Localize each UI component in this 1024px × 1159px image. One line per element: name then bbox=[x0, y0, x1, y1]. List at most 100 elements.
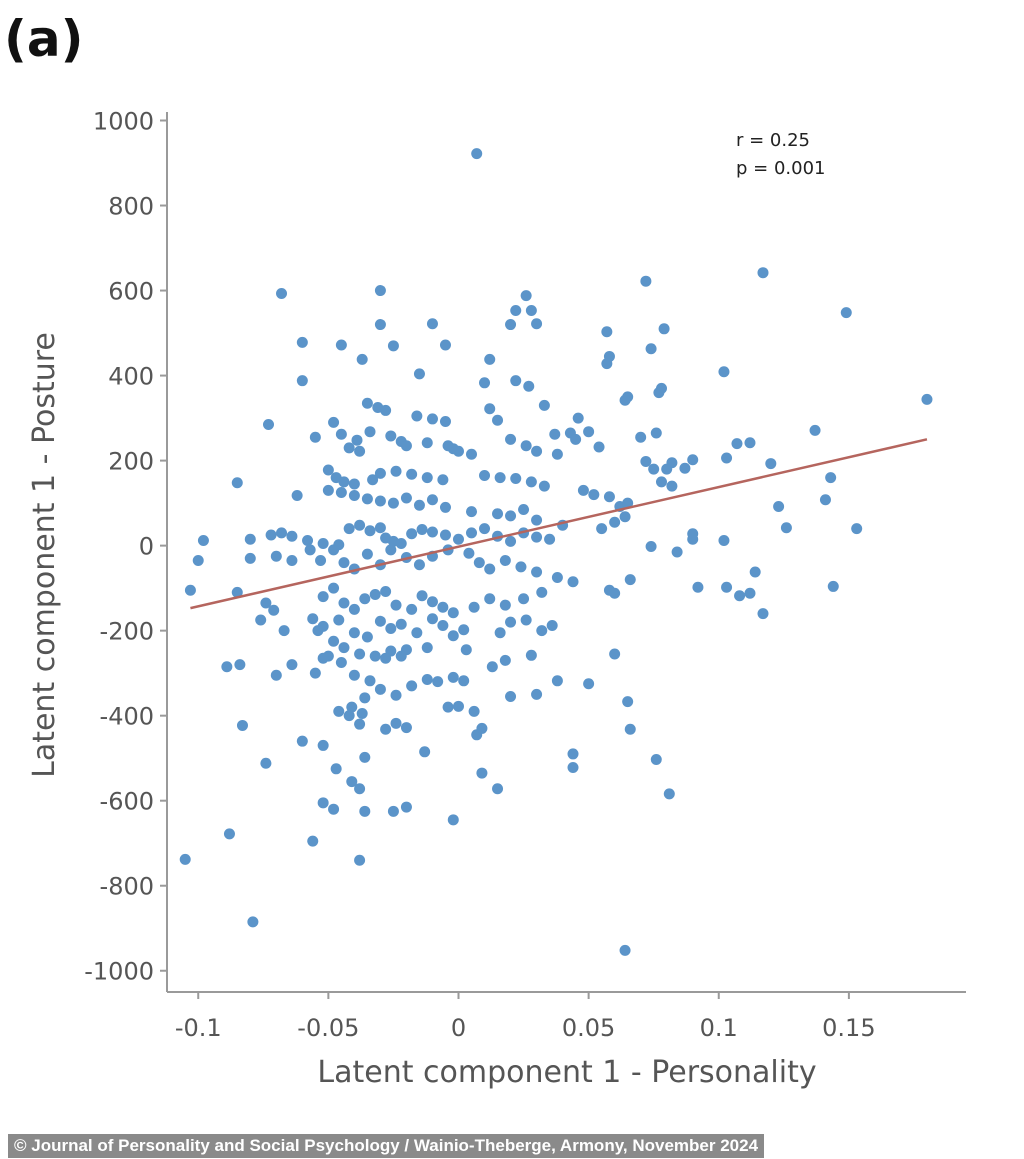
data-point bbox=[387, 340, 399, 352]
data-point bbox=[426, 526, 438, 538]
data-point bbox=[510, 375, 522, 387]
data-point bbox=[426, 318, 438, 330]
data-point bbox=[567, 762, 579, 774]
data-point bbox=[421, 472, 433, 484]
x-tick-label: 0.15 bbox=[822, 1014, 875, 1042]
data-point bbox=[458, 624, 470, 636]
data-point bbox=[395, 650, 407, 662]
data-point bbox=[309, 431, 321, 443]
data-point bbox=[354, 718, 366, 730]
data-point bbox=[655, 476, 667, 488]
data-point bbox=[421, 674, 433, 686]
data-point bbox=[447, 630, 459, 642]
data-point bbox=[687, 528, 699, 540]
data-point bbox=[413, 368, 425, 380]
data-point bbox=[367, 474, 379, 486]
data-point bbox=[468, 705, 480, 717]
data-point bbox=[400, 722, 412, 734]
data-point bbox=[551, 448, 563, 460]
data-point bbox=[523, 380, 535, 392]
data-point bbox=[505, 319, 517, 331]
data-point bbox=[593, 441, 605, 453]
data-point bbox=[369, 589, 381, 601]
data-point bbox=[460, 644, 472, 656]
data-point bbox=[317, 652, 329, 664]
data-point bbox=[270, 550, 282, 562]
annotation-p: p = 0.001 bbox=[736, 158, 825, 179]
data-point bbox=[348, 603, 360, 615]
data-point bbox=[296, 735, 308, 747]
data-point bbox=[609, 648, 621, 660]
data-point bbox=[570, 433, 582, 445]
data-point bbox=[328, 544, 340, 556]
data-point bbox=[572, 412, 584, 424]
data-point bbox=[476, 767, 488, 779]
data-point bbox=[505, 535, 517, 547]
data-point bbox=[505, 616, 517, 628]
data-point bbox=[400, 801, 412, 813]
data-point bbox=[328, 635, 340, 647]
data-point bbox=[531, 445, 543, 457]
data-point bbox=[354, 648, 366, 660]
data-point bbox=[640, 275, 652, 287]
data-point bbox=[426, 413, 438, 425]
y-tick-label: 600 bbox=[108, 278, 154, 306]
data-point bbox=[525, 305, 537, 317]
data-point bbox=[354, 445, 366, 457]
data-point bbox=[531, 531, 543, 543]
data-point bbox=[765, 458, 777, 470]
data-point bbox=[330, 763, 342, 775]
data-point bbox=[661, 463, 673, 475]
data-point bbox=[395, 537, 407, 549]
data-point bbox=[406, 468, 418, 480]
data-point bbox=[335, 657, 347, 669]
data-point bbox=[260, 597, 272, 609]
data-point bbox=[221, 661, 233, 673]
data-point bbox=[757, 608, 769, 620]
data-point bbox=[609, 587, 621, 599]
panel-label: (a) bbox=[4, 10, 84, 68]
data-point bbox=[333, 614, 345, 626]
data-point bbox=[718, 535, 730, 547]
data-point bbox=[348, 478, 360, 490]
data-point bbox=[921, 393, 933, 405]
data-point bbox=[315, 555, 327, 567]
data-point bbox=[825, 472, 837, 484]
data-point bbox=[268, 604, 280, 616]
data-point bbox=[411, 410, 423, 422]
data-point bbox=[671, 546, 683, 558]
data-point bbox=[544, 533, 556, 545]
data-point bbox=[385, 430, 397, 442]
data-point bbox=[338, 557, 350, 569]
data-point bbox=[525, 476, 537, 488]
data-point bbox=[317, 797, 329, 809]
data-point bbox=[359, 805, 371, 817]
data-point bbox=[335, 486, 347, 498]
data-point bbox=[721, 581, 733, 593]
data-point bbox=[471, 148, 483, 160]
data-point bbox=[731, 438, 743, 450]
data-point bbox=[411, 627, 423, 639]
data-point bbox=[452, 533, 464, 545]
data-point bbox=[400, 492, 412, 504]
data-point bbox=[276, 288, 288, 300]
data-point bbox=[374, 615, 386, 627]
data-point bbox=[395, 618, 407, 630]
data-point bbox=[374, 467, 386, 479]
data-point bbox=[484, 563, 496, 575]
data-point bbox=[622, 696, 634, 708]
data-point bbox=[390, 717, 402, 729]
data-point bbox=[520, 290, 532, 302]
data-point bbox=[442, 701, 454, 713]
data-point bbox=[322, 464, 334, 476]
data-point bbox=[338, 597, 350, 609]
data-point bbox=[179, 853, 191, 865]
data-point bbox=[421, 642, 433, 654]
data-point bbox=[364, 426, 376, 438]
data-point bbox=[364, 525, 376, 537]
data-point bbox=[492, 508, 504, 520]
data-point bbox=[499, 555, 511, 567]
data-point bbox=[734, 590, 746, 602]
data-point bbox=[538, 399, 550, 411]
data-point bbox=[406, 603, 418, 615]
